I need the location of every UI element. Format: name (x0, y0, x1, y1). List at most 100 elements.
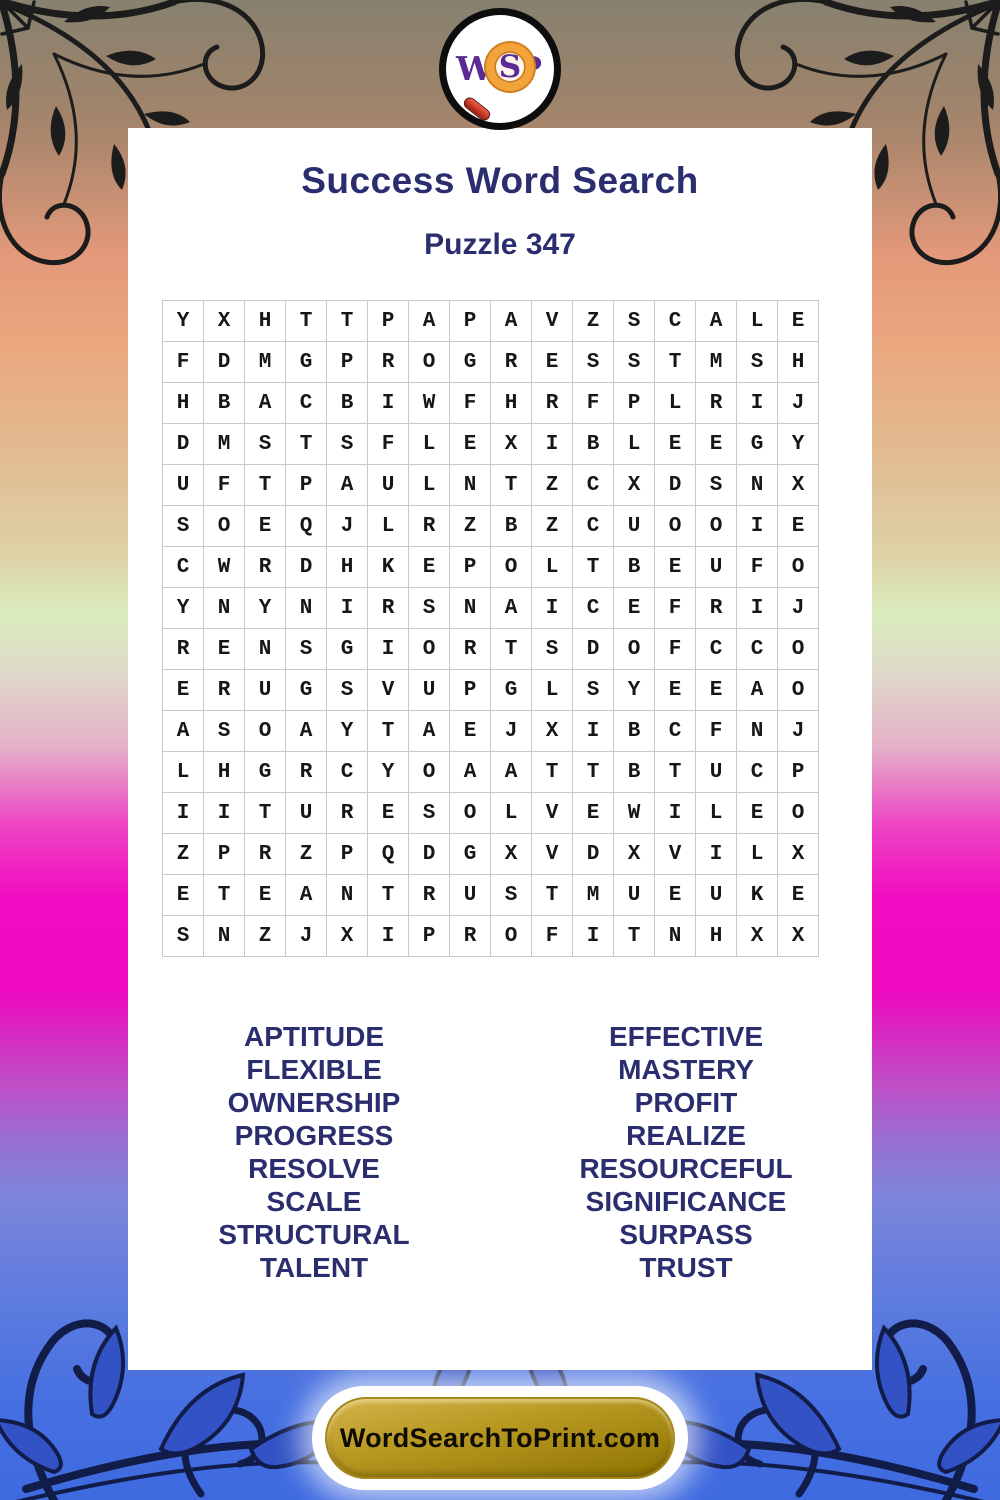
grid-cell: L (736, 300, 778, 342)
grid-cell: O (408, 751, 450, 793)
grid-cell: J (490, 710, 532, 752)
grid-cell: G (449, 833, 491, 875)
grid-cell: Q (367, 833, 409, 875)
grid-cell: C (736, 751, 778, 793)
grid-cell: O (244, 710, 286, 752)
grid-cell: I (367, 915, 409, 957)
grid-cell: E (736, 792, 778, 834)
grid-cell: U (244, 669, 286, 711)
grid-cell: I (367, 382, 409, 424)
grid-cell: H (326, 546, 368, 588)
grid-cell: E (531, 341, 573, 383)
grid-cell: E (408, 546, 450, 588)
grid-cell: E (572, 792, 614, 834)
word-item: RESOLVE (248, 1153, 380, 1184)
grid-cell: R (326, 792, 368, 834)
grid-cell: K (736, 874, 778, 916)
grid-cell: X (736, 915, 778, 957)
grid-cell: V (531, 300, 573, 342)
grid-cell: G (490, 669, 532, 711)
grid-cell: E (449, 710, 491, 752)
grid-cell: C (572, 505, 614, 547)
word-item: MASTERY (618, 1054, 754, 1085)
grid-cell: T (203, 874, 245, 916)
grid-cell: F (367, 423, 409, 465)
word-list-right: EFFECTIVE MASTERY PROFIT REALIZE RESOURCEFUL… (500, 1020, 872, 1284)
grid-cell: R (367, 341, 409, 383)
grid-cell: P (326, 833, 368, 875)
grid-cell: N (449, 587, 491, 629)
grid-cell: L (531, 546, 573, 588)
grid-cell: N (736, 464, 778, 506)
grid-cell: R (408, 874, 450, 916)
grid-cell: H (490, 382, 532, 424)
grid-cell: V (654, 833, 696, 875)
grid-cell: R (695, 382, 737, 424)
grid-cell: O (777, 669, 819, 711)
word-item: REALIZE (626, 1120, 746, 1151)
grid-cell: M (572, 874, 614, 916)
grid-cell: E (203, 628, 245, 670)
grid-cell: C (654, 710, 696, 752)
grid-cell: A (490, 751, 532, 793)
grid-cell: A (162, 710, 204, 752)
grid-cell: H (162, 382, 204, 424)
grid-cell: F (654, 628, 696, 670)
grid-cell: E (449, 423, 491, 465)
grid-cell: X (613, 464, 655, 506)
word-list-left: APTITUDE FLEXIBLE OWNERSHIP PROGRESS RESOLVE… (128, 1020, 500, 1284)
grid-cell: X (777, 833, 819, 875)
puzzle-title: Success Word Search (301, 160, 699, 201)
grid-cell: M (203, 423, 245, 465)
grid-cell: R (531, 382, 573, 424)
grid-cell: F (695, 710, 737, 752)
grid-cell: S (408, 587, 450, 629)
grid-cell: J (285, 915, 327, 957)
grid-cell: H (244, 300, 286, 342)
grid-cell: D (203, 341, 245, 383)
grid-cell: T (654, 751, 696, 793)
grid-cell: W (203, 546, 245, 588)
grid-cell: T (244, 792, 286, 834)
grid-cell: S (531, 628, 573, 670)
website-button[interactable]: WordSearchToPrint.com (325, 1397, 675, 1479)
grid-cell: L (408, 464, 450, 506)
grid-cell: P (449, 669, 491, 711)
grid-cell: I (736, 587, 778, 629)
grid-cell: O (408, 341, 450, 383)
grid-cell: S (572, 669, 614, 711)
grid-cell: J (326, 505, 368, 547)
grid-cell: I (531, 423, 573, 465)
grid-cell: U (613, 874, 655, 916)
grid-cell: Z (572, 300, 614, 342)
grid-cell: A (408, 300, 450, 342)
grid-cell: L (162, 751, 204, 793)
grid-cell: G (285, 341, 327, 383)
grid-cell: I (203, 792, 245, 834)
grid-cell: T (326, 300, 368, 342)
grid-cell: C (326, 751, 368, 793)
grid-cell: E (613, 587, 655, 629)
grid-cell: O (449, 792, 491, 834)
grid-cell: O (777, 792, 819, 834)
grid-cell: I (572, 710, 614, 752)
grid-cell: X (490, 833, 532, 875)
grid-cell: C (654, 300, 696, 342)
grid-cell: V (531, 792, 573, 834)
grid-cell: B (203, 382, 245, 424)
grid-cell: O (408, 628, 450, 670)
grid-cell: N (244, 628, 286, 670)
grid-cell: I (654, 792, 696, 834)
grid-cell: P (613, 382, 655, 424)
grid-cell: U (695, 751, 737, 793)
grid-cell: G (449, 341, 491, 383)
magnifier-handle (461, 95, 493, 123)
